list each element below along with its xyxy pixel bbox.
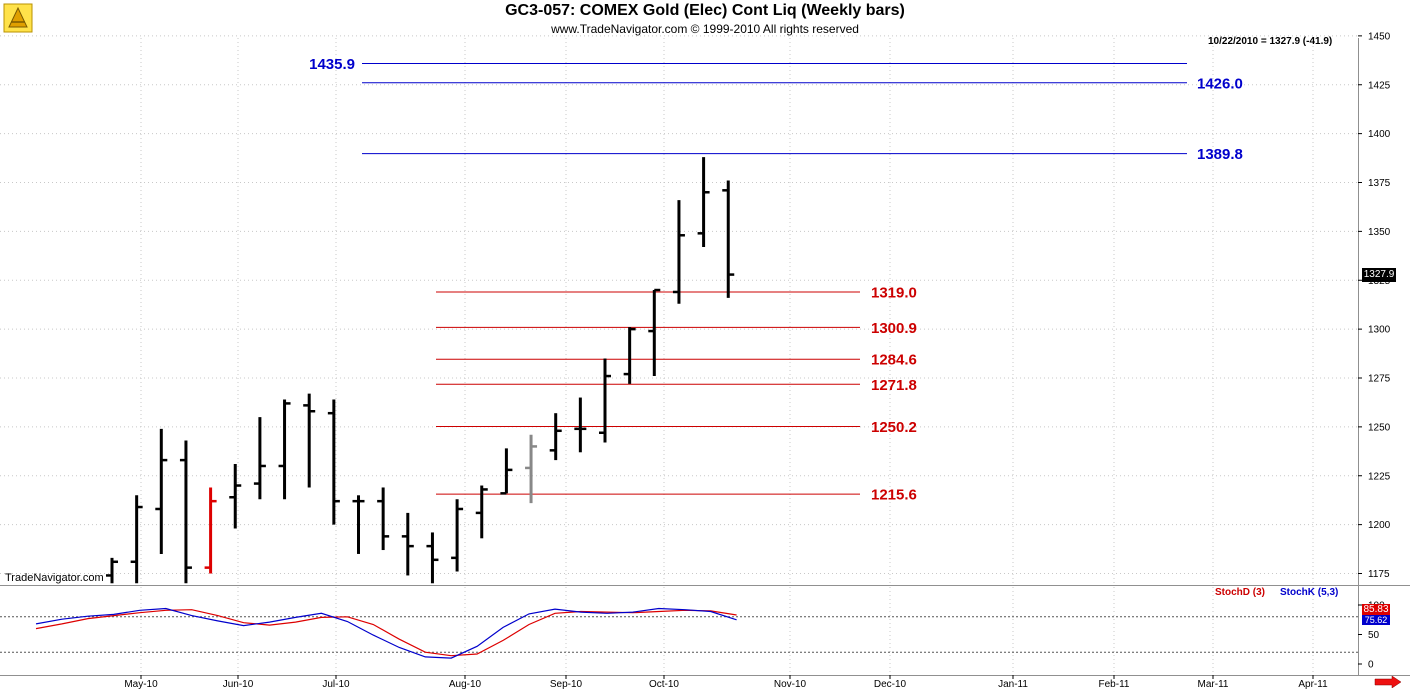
y-tick-label: 1250 (1368, 422, 1391, 433)
price-readout: 10/22/2010 = 1327.9 (-41.9) (1208, 36, 1333, 47)
y-tick-label: 1375 (1368, 178, 1391, 189)
x-tick-label: Sep-10 (550, 679, 583, 690)
price-panel (0, 38, 1358, 585)
x-tick-label: Nov-10 (774, 679, 807, 690)
y-tick-label: 1175 (1368, 569, 1390, 580)
y-tick-label: 1200 (1368, 520, 1391, 531)
chart-header: GC3-057: COMEX Gold (Elec) Cont Liq (Wee… (0, 0, 1410, 38)
copyright-notice: www.TradeNavigator.com © 1999-2010 All r… (551, 22, 859, 36)
stochastic-panel (0, 587, 1358, 675)
y-tick-label: 1350 (1368, 227, 1391, 238)
level-label: 1435.9 (309, 56, 355, 73)
red-right-arrow-icon[interactable] (1374, 676, 1402, 688)
x-tick-label: Dec-10 (874, 679, 907, 690)
stochd-legend: StochD (3) (1215, 587, 1265, 598)
x-tick-label: May-10 (124, 679, 158, 690)
level-label: 1215.6 (871, 487, 917, 504)
stochk-value-badge: 75.62 (1362, 615, 1390, 625)
level-label: 1300.9 (871, 320, 917, 337)
y-tick-label: 1300 (1368, 325, 1391, 336)
x-tick-label: Jun-10 (223, 679, 254, 690)
x-tick-label: Mar-11 (1198, 679, 1229, 690)
y-tick-label: 1275 (1368, 374, 1391, 385)
stochk-legend: StochK (5,3) (1280, 587, 1339, 598)
stoch-y-tick-label: 50 (1368, 630, 1380, 641)
trade-navigator-logo-icon[interactable] (3, 3, 33, 33)
y-tick-label: 1225 (1368, 471, 1391, 482)
level-label: 1389.8 (1197, 146, 1243, 163)
level-label: 1250.2 (871, 419, 917, 436)
chart-title: GC3-057: COMEX Gold (Elec) Cont Liq (Wee… (505, 2, 905, 19)
level-label: 1426.0 (1197, 75, 1243, 92)
level-label: 1284.6 (871, 352, 917, 369)
stochd-value-badge: 85.83 (1362, 604, 1390, 616)
x-tick-label: Jan-11 (998, 679, 1028, 690)
watermark-text: TradeNavigator.com (5, 572, 104, 584)
y-tick-label: 1400 (1368, 129, 1391, 140)
y-tick-label: 1450 (1368, 31, 1391, 42)
last-price-badge: 1327.9 (1362, 268, 1396, 282)
stoch-y-tick-label: 0 (1368, 660, 1374, 671)
y-tick-label: 1425 (1368, 80, 1391, 91)
x-tick-label: Apr-11 (1298, 679, 1328, 690)
stochk-line (35, 607, 737, 659)
x-tick-label: Aug-10 (449, 679, 482, 690)
x-tick-label: Oct-10 (649, 679, 679, 690)
level-label: 1271.8 (871, 377, 917, 394)
x-tick-label: Feb-11 (1099, 679, 1130, 690)
level-label: 1319.0 (871, 284, 917, 301)
x-tick-label: Jul-10 (322, 679, 350, 690)
